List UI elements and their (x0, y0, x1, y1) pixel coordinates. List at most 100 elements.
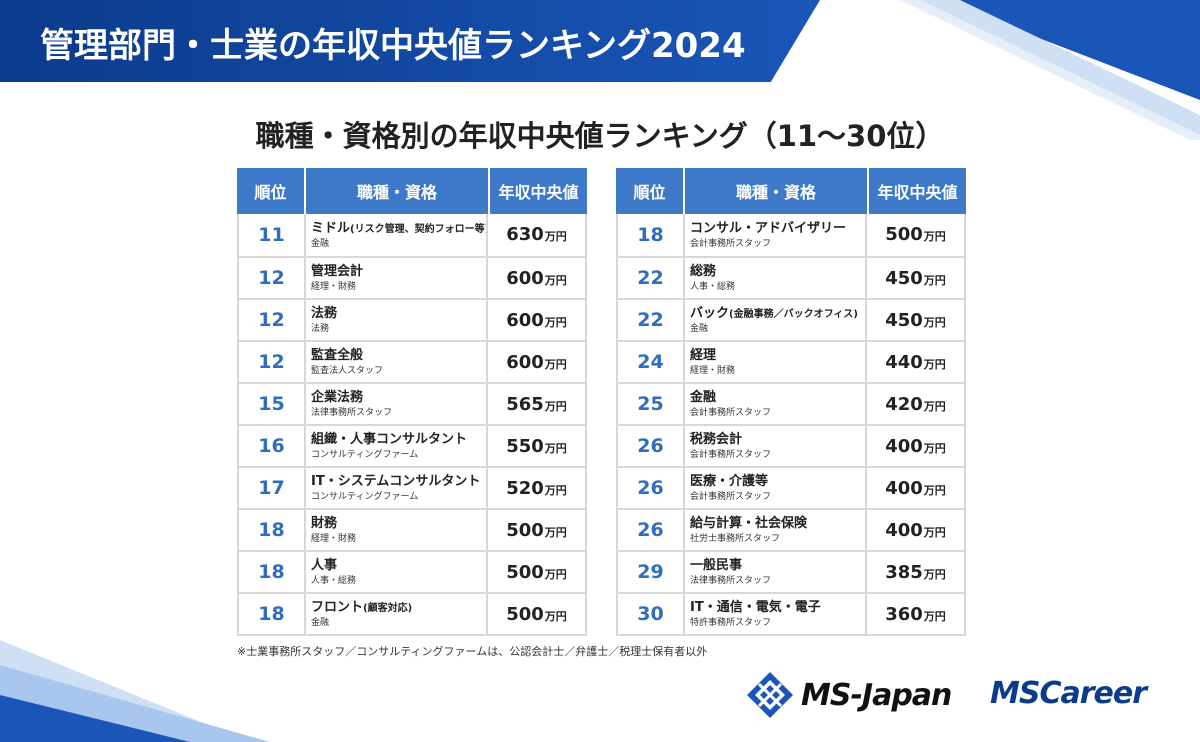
salary-cell: 600 万円 (488, 258, 585, 298)
salary-cell: 600 万円 (488, 342, 585, 382)
job-cell: IT・通信・電気・電子 特許事務所スタッフ (685, 594, 867, 634)
job-cell: 医療・介護等 会計事務所スタッフ (685, 468, 867, 508)
job-category: 人事・総務 (311, 576, 357, 586)
salary-cell: 500 万円 (488, 594, 585, 634)
salary-unit: 万円 (923, 274, 946, 287)
rank-cell: 24 (618, 342, 685, 382)
salary-cell: 360 万円 (867, 594, 964, 634)
job-category: 特許事務所スタッフ (690, 618, 772, 628)
salary-value: 450 (885, 268, 923, 289)
salary-cell: 440 万円 (867, 342, 964, 382)
salary-cell: 400 万円 (867, 510, 964, 550)
rank-cell: 29 (618, 552, 685, 592)
job-cell: 組織・人事コンサルタントコンサルティングファーム (306, 426, 488, 466)
salary-unit: 万円 (923, 568, 946, 581)
job-category: コンサルティングファーム (311, 492, 419, 502)
salary-value: 550 (506, 436, 544, 457)
rank-cell: 22 (618, 300, 685, 340)
job-cell: 法務 法務 (306, 300, 488, 340)
salary-unit: 万円 (923, 400, 946, 413)
rank-cell: 11 (239, 214, 306, 256)
salary-unit: 万円 (544, 442, 567, 455)
rank-cell: 26 (618, 426, 685, 466)
table-row: 16 組織・人事コンサルタント コンサルティングファーム 550 万円 (239, 424, 585, 466)
table-row: 18 コンサル・アドバイザリー 会計事務所スタッフ 500 万円 (618, 214, 964, 256)
job-cell: コンサル・アドバイザリー会計事務所スタッフ (685, 214, 867, 256)
job-cell: 管理会計 経理・財務 (306, 258, 488, 298)
job-title-main: 経理 (690, 348, 717, 363)
header-rank: 順位 (237, 168, 304, 214)
job-title-main: フロント (311, 600, 364, 615)
ms-japan-logo: MS-Japan (745, 670, 952, 720)
job-title-main: 給与計算・社会保険 (690, 516, 808, 531)
salary-unit: 万円 (544, 568, 567, 581)
salary-cell: 565 万円 (488, 384, 585, 424)
bottom-left-stripes (0, 640, 270, 742)
job-category: 会計事務所スタッフ (690, 450, 772, 460)
salary-unit: 万円 (544, 400, 567, 413)
job-category: 金融 (311, 618, 330, 628)
job-title-main: コンサル・アドバイザリー (690, 221, 847, 236)
table-body: 11 ミドル(リスク管理、契約フォロー等) 金融 630 万円 12 管理会計 経理・財務 60… (237, 214, 587, 636)
job-title: 法務 (311, 305, 486, 323)
job-title: 一般民事 (690, 557, 865, 575)
salary-value: 400 (885, 520, 923, 541)
salary-value: 400 (885, 478, 923, 499)
table-row: 29 一般民事 法律事務所スタッフ 385 万円 (618, 550, 964, 592)
job-cell: IT・システムコンサルタント コンサルティングファーム (306, 468, 488, 508)
rank-cell: 18 (239, 552, 306, 592)
job-title: ミドル(リスク管理、契約フォロー等) (311, 220, 486, 238)
table-row: 18 フロント(顧客対応) 金融 500 万円 (239, 592, 585, 634)
salary-unit: 万円 (544, 274, 567, 287)
ranking-table-left: 順位 職種・資格 年収中央値 11 ミドル(リスク管理、契約フォロー等) 金融 630… (237, 168, 587, 636)
table-row: 22 総務 人事・総務 450 万円 (618, 256, 964, 298)
job-title-note: (顧客対応) (363, 603, 413, 614)
salary-value: 500 (506, 520, 544, 541)
job-category: 会計事務所スタッフ (690, 408, 772, 418)
rank-cell: 18 (239, 594, 306, 634)
ms-career-logo: MSCareer (990, 676, 1147, 711)
rank-cell: 18 (618, 214, 685, 256)
rank-cell: 22 (618, 258, 685, 298)
top-right-stripes (900, 0, 1200, 140)
rank-cell: 17 (239, 468, 306, 508)
job-title-main: 総務 (690, 264, 717, 279)
job-title-main: 一般民事 (690, 558, 743, 573)
job-category: コンサルティングファーム (311, 450, 419, 460)
rank-cell: 30 (618, 594, 685, 634)
job-cell: 給与計算・社会保険 社労士事務所スタッフ (685, 510, 867, 550)
table-row: 22 バック(金融事務／バックオフィス) 金融 450 万円 (618, 298, 964, 340)
job-title-main: 組織・人事コンサルタント (311, 432, 468, 447)
job-title: 組織・人事コンサルタント (311, 431, 486, 449)
salary-unit: 万円 (923, 230, 946, 243)
job-cell: フロント(顧客対応) 金融 (306, 594, 488, 634)
job-title: 金融 (690, 389, 865, 407)
job-title: コンサル・アドバイザリー (690, 220, 865, 238)
job-title-note: (リスク管理、契約フォロー等) (350, 224, 488, 235)
job-cell: ミドル(リスク管理、契約フォロー等) 金融 (306, 214, 488, 256)
rank-cell: 15 (239, 384, 306, 424)
salary-unit: 万円 (544, 484, 567, 497)
job-category: 会計事務所スタッフ (690, 492, 772, 502)
table-row: 25 金融 会計事務所スタッフ 420 万円 (618, 382, 964, 424)
salary-unit: 万円 (544, 230, 567, 243)
chart-subtitle: 職種・資格別の年収中央値ランキング（11～30位） (255, 119, 945, 153)
job-category: 会計事務所スタッフ (690, 239, 772, 249)
salary-value: 385 (885, 562, 923, 583)
table-row: 26 税務会計 会計事務所スタッフ 400 万円 (618, 424, 964, 466)
job-title-main: 法務 (311, 306, 338, 321)
job-title: 給与計算・社会保険 (690, 515, 865, 533)
salary-unit: 万円 (923, 526, 946, 539)
job-title-main: 財務 (311, 516, 338, 531)
salary-unit: 万円 (923, 442, 946, 455)
job-cell: 財務 経理・財務 (306, 510, 488, 550)
table-row: 12 法務 法務 600 万円 (239, 298, 585, 340)
table-header: 順位 職種・資格 年収中央値 (237, 168, 587, 214)
salary-value: 420 (885, 394, 923, 415)
table-row: 18 人事 人事・総務 500 万円 (239, 550, 585, 592)
salary-cell: 420 万円 (867, 384, 964, 424)
salary-unit: 万円 (544, 526, 567, 539)
salary-cell: 550 万円 (488, 426, 585, 466)
job-cell: 税務会計 会計事務所スタッフ (685, 426, 867, 466)
salary-value: 565 (506, 394, 544, 415)
